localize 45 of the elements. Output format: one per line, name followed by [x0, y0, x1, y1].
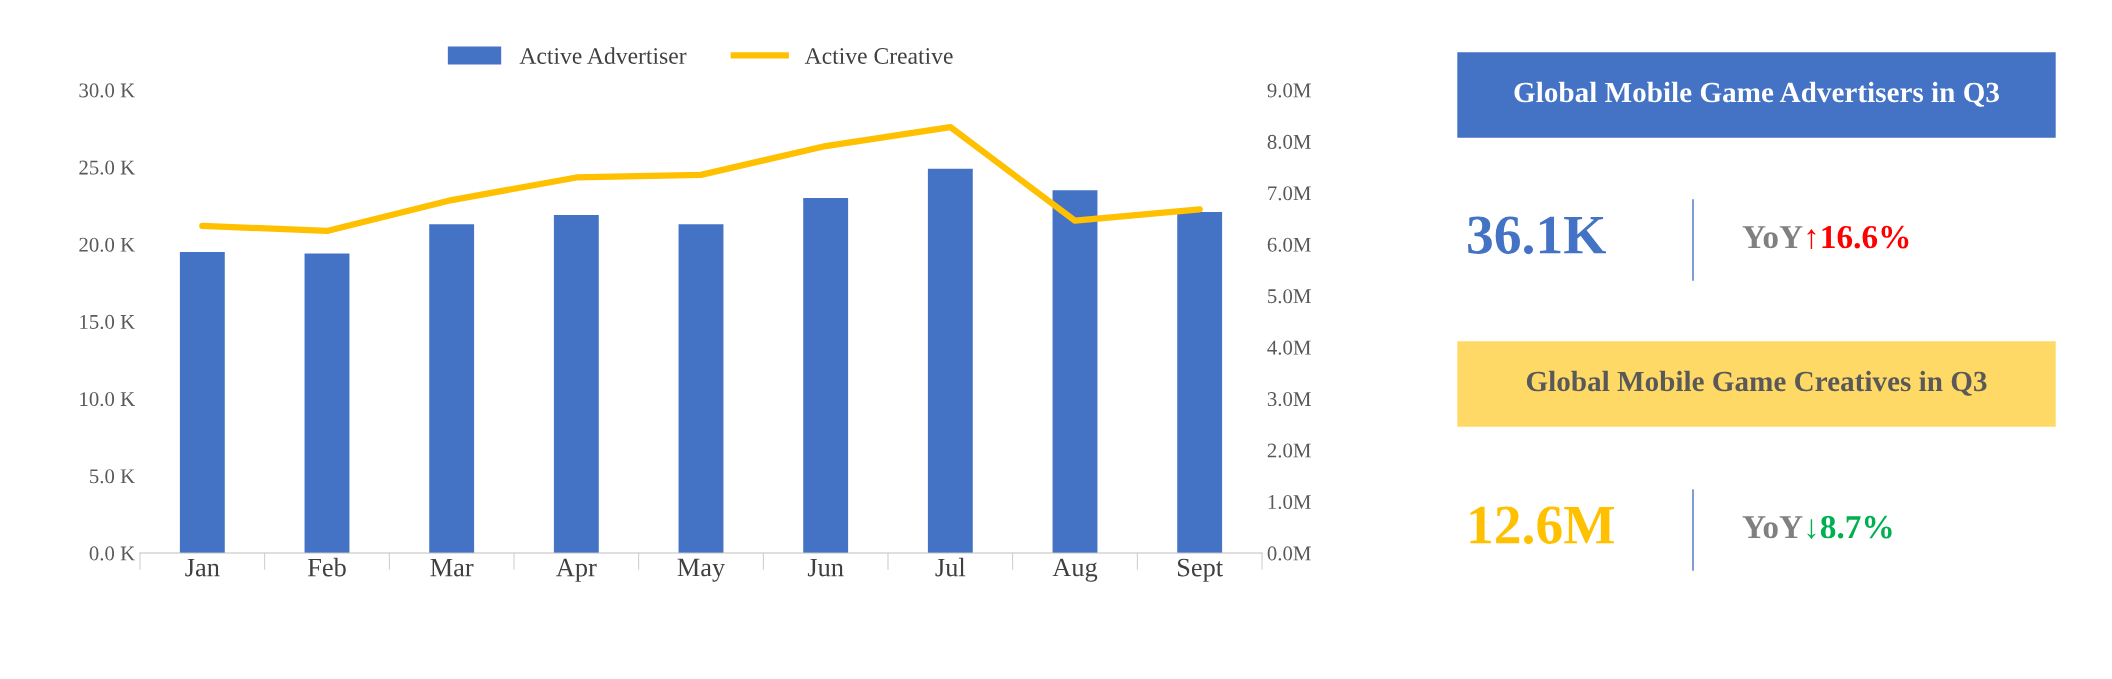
y2-tick-label: 9.0M: [1267, 83, 1311, 98]
y-tick-label: 25.0 K: [79, 160, 135, 175]
y2-tick-label: 8.0M: [1267, 134, 1311, 149]
legend-label: Active Creative: [804, 48, 953, 64]
text: ↓8.7%: [1807, 515, 1892, 540]
y2-tick-label: 6.0M: [1267, 237, 1311, 252]
bar: [1177, 211, 1223, 553]
text: 36.1K: [1468, 216, 1606, 255]
y2-tick-label: 4.0M: [1267, 340, 1311, 355]
x-tick-label: Sept: [1177, 558, 1223, 582]
text: YoY: [1742, 226, 1803, 249]
x-tick-label: Jun: [807, 558, 844, 577]
y2-tick-label: 1.0M: [1268, 494, 1311, 510]
x-tick-label: Feb: [307, 557, 346, 577]
bar: [1052, 190, 1098, 553]
x-tick-label: Mar: [430, 558, 474, 577]
y-tick-label: 0.0 K: [89, 546, 135, 561]
bar: [553, 215, 599, 553]
y-tick-label: 5.0 K: [90, 469, 135, 484]
bar: [803, 198, 849, 553]
y-tick-label: 20.0 K: [79, 237, 135, 252]
text: YoY: [1742, 516, 1803, 539]
legend-label: Active Advertiser: [519, 47, 687, 64]
y-tick-label: 10.0 K: [80, 392, 135, 407]
y-tick-label: 30.0 K: [79, 83, 135, 98]
text: Global Mobile Game Creatives in Q3: [1526, 370, 1987, 396]
y-tick-label: 15.0 K: [80, 314, 135, 330]
x-tick-label: Apr: [556, 558, 597, 582]
bar: [429, 224, 475, 553]
x-tick-label: Aug: [1052, 558, 1098, 582]
text: Global Mobile Game Advertisers in Q3: [1514, 81, 1999, 107]
text: 12.6M: [1470, 506, 1615, 545]
x-tick-label: Jul: [935, 557, 966, 577]
y2-tick-label: 0.0M: [1267, 546, 1311, 561]
bar: [927, 168, 973, 553]
bar: [179, 252, 225, 553]
y2-tick-label: 5.0M: [1268, 289, 1311, 304]
bar: [678, 224, 724, 553]
text: ↑16.6%: [1807, 225, 1909, 250]
y2-tick-label: 2.0M: [1267, 443, 1311, 458]
x-tick-label: Jan: [185, 558, 220, 577]
x-tick-label: May: [677, 558, 726, 582]
bar: [304, 253, 350, 553]
y2-tick-label: 7.0M: [1268, 186, 1311, 201]
y2-tick-label: 3.0M: [1267, 392, 1311, 407]
